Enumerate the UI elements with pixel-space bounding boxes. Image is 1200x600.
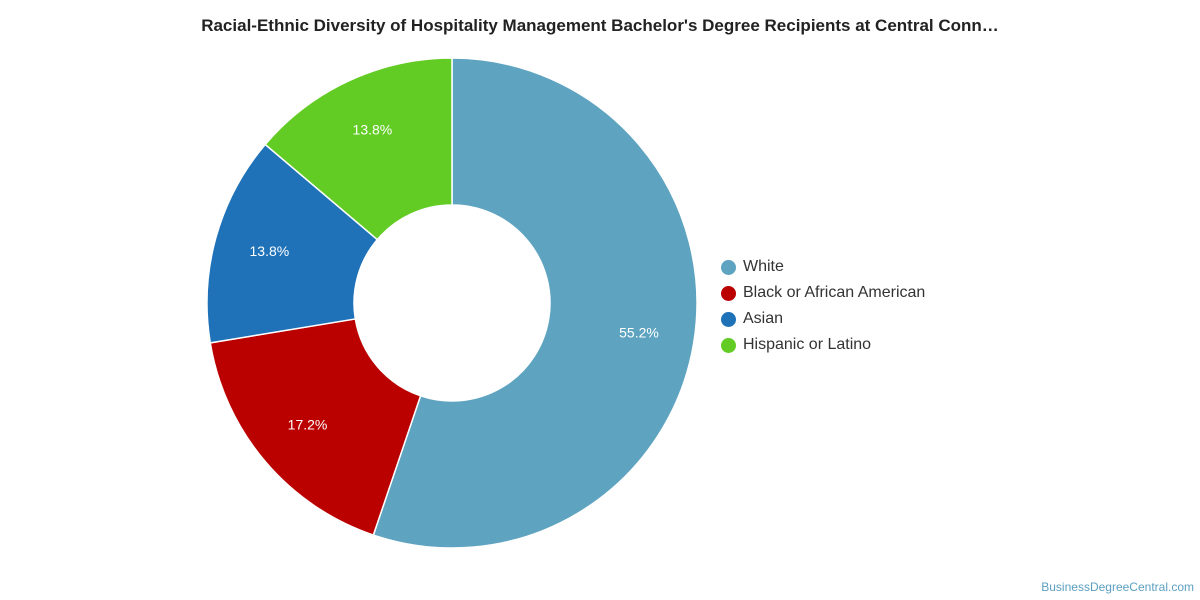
- legend-item-white[interactable]: White: [721, 254, 925, 280]
- legend-item-black-or-african-american[interactable]: Black or African American: [721, 280, 925, 306]
- slice-label-white: 55.2%: [619, 325, 659, 341]
- legend-item-hispanic-or-latino[interactable]: Hispanic or Latino: [721, 332, 925, 358]
- slice-black-or-african-american[interactable]: [209, 318, 422, 536]
- legend: White Black or African American Asian Hispa…: [721, 254, 925, 358]
- legend-label: Black or African American: [743, 284, 926, 301]
- legend-label: Hispanic or Latino: [743, 336, 872, 353]
- legend-swatch: [721, 285, 736, 301]
- chart-title: Racial-Ethnic Diversity of Hospitality M…: [201, 16, 999, 35]
- legend-swatch: [721, 311, 736, 327]
- legend-label: White: [743, 258, 784, 275]
- slice-label-hispanic-or-latino: 13.8%: [353, 122, 393, 138]
- slice-asian[interactable]: [206, 143, 379, 344]
- legend-swatch: [721, 337, 736, 353]
- legend-label: Asian: [743, 310, 784, 327]
- slice-hispanic-or-latino[interactable]: [264, 57, 453, 241]
- legend-item-asian[interactable]: Asian: [721, 306, 925, 332]
- legend-swatch: [721, 259, 736, 275]
- slice-label-asian: 13.8%: [250, 243, 290, 259]
- slice-white[interactable]: [372, 57, 698, 549]
- slice-label-black-or-african-american: 17.2%: [288, 416, 328, 432]
- source-credit[interactable]: BusinessDegreeCentral.com: [1041, 580, 1194, 594]
